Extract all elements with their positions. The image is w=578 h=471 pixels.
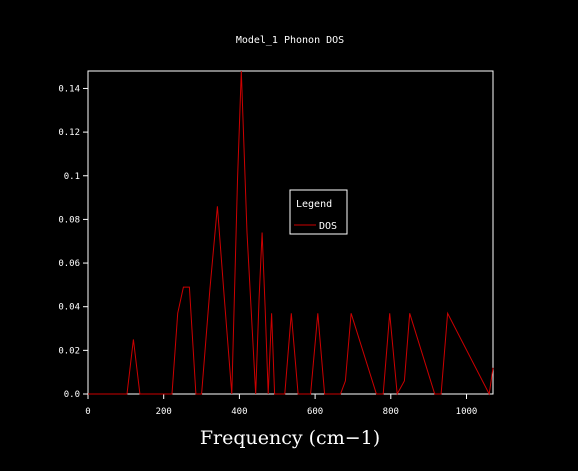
y-tick-label: 0.14 bbox=[58, 84, 80, 94]
y-tick-label: 0.04 bbox=[58, 303, 80, 313]
x-axis: 0 200 400 600 800 1000 bbox=[85, 394, 477, 417]
x-tick-label: 200 bbox=[156, 407, 172, 417]
x-tick-label: 400 bbox=[231, 407, 247, 417]
y-tick-label: 0.06 bbox=[58, 259, 80, 269]
chart-title: Model_1 Phonon DOS bbox=[236, 35, 344, 46]
series-line-dos bbox=[88, 70, 494, 396]
y-tick-label: 0.08 bbox=[58, 215, 80, 225]
x-tick-label: 800 bbox=[383, 407, 399, 417]
y-axis: 0.0 0.02 0.04 0.06 0.08 0.1 0.12 0.14 bbox=[58, 84, 88, 400]
legend-title: Legend bbox=[296, 199, 332, 210]
legend: Legend DOS bbox=[289, 189, 348, 235]
legend-label-dos: DOS bbox=[319, 221, 337, 232]
legend-box bbox=[289, 189, 348, 235]
y-tick-label: 0.02 bbox=[58, 346, 80, 356]
y-tick-label: 0.1 bbox=[64, 172, 80, 182]
x-tick-label: 600 bbox=[307, 407, 323, 417]
x-axis-label: Frequency (cm−1) bbox=[200, 427, 380, 449]
series-layer bbox=[88, 70, 494, 396]
plot-area bbox=[87, 70, 494, 395]
y-tick-label: 0.12 bbox=[58, 128, 80, 138]
x-tick-label: 1000 bbox=[456, 407, 478, 417]
x-tick-label: 0 bbox=[85, 407, 90, 417]
y-tick-label: 0.0 bbox=[64, 390, 80, 400]
